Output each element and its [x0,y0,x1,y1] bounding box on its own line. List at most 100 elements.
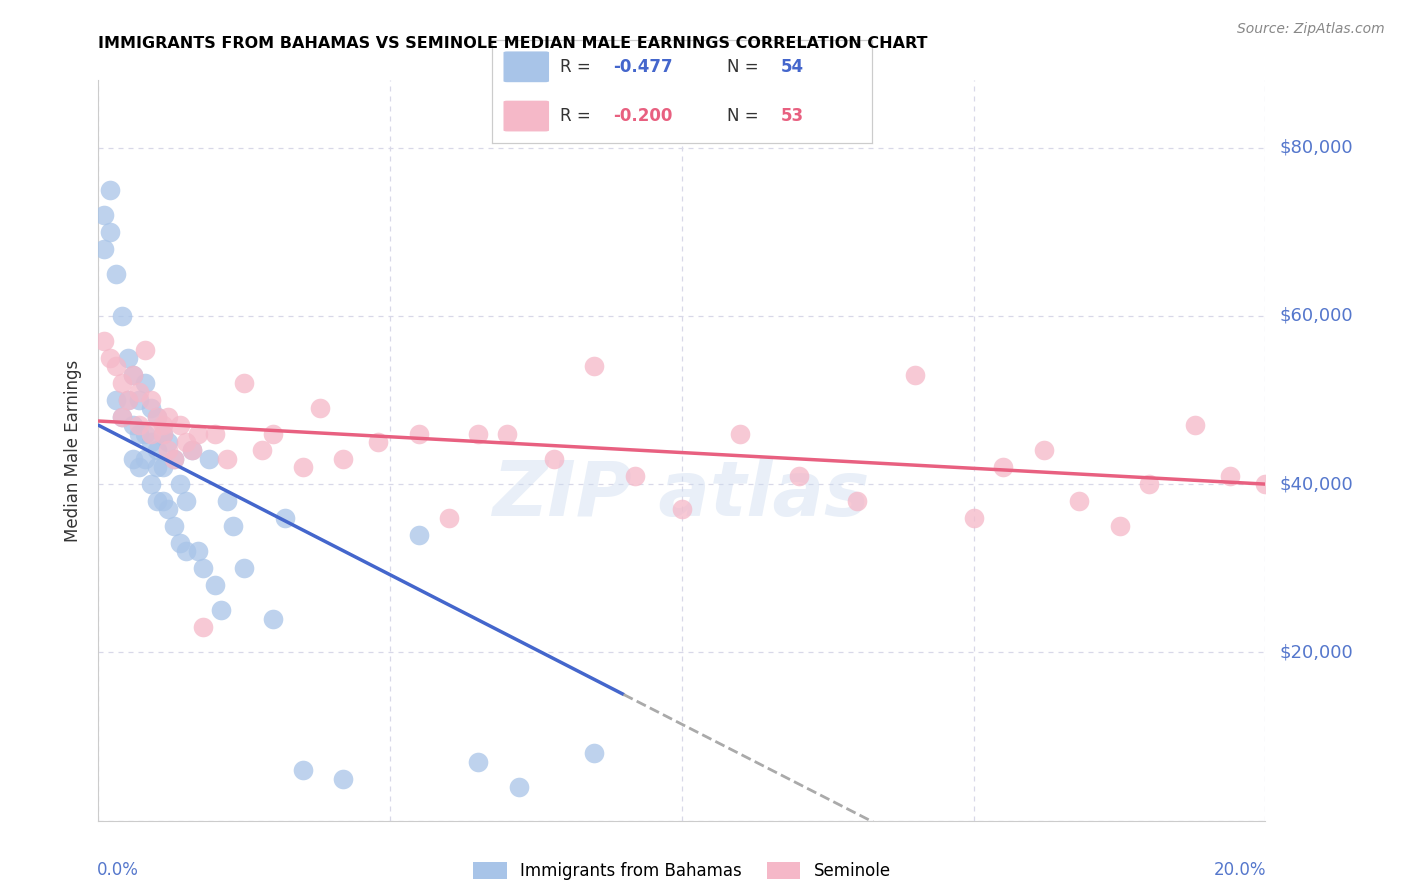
Point [104,267,127,281]
Point [122,368,145,382]
Point [111,376,134,391]
Point [117,392,139,407]
Text: -0.200: -0.200 [613,107,673,125]
Point [204,578,226,592]
Point [671,502,693,516]
Point [467,755,489,769]
Point [495,426,517,441]
Point [291,763,314,777]
Point [163,451,186,466]
Point [1184,418,1206,433]
Point [332,772,354,786]
Point [193,561,215,575]
Point [209,603,232,617]
Point [174,544,197,558]
Text: N =: N = [727,107,765,125]
Text: ZIP atlas: ZIP atlas [494,458,870,532]
Point [508,780,530,794]
Point [845,494,868,508]
Point [111,309,134,323]
Point [367,435,389,450]
Point [215,494,238,508]
Point [163,519,186,533]
Point [139,435,162,450]
Text: 53: 53 [780,107,804,125]
Point [93,242,115,256]
Point [215,451,238,466]
Point [1108,519,1130,533]
Point [134,426,156,441]
Point [187,544,209,558]
Point [991,460,1014,475]
Point [1032,443,1054,458]
Point [962,510,984,524]
Point [128,418,150,433]
Point [117,392,139,407]
Point [128,384,150,399]
Point [152,426,174,441]
Point [728,426,751,441]
Point [146,409,169,424]
Text: $80,000: $80,000 [1279,138,1353,157]
Point [157,502,180,516]
Point [193,620,215,634]
Point [198,451,221,466]
Point [98,351,121,365]
Point [233,561,256,575]
Point [174,494,197,508]
Point [163,451,186,466]
Point [262,612,284,626]
Point [408,527,430,541]
Point [1067,494,1090,508]
Point [408,426,430,441]
Point [180,443,202,458]
Point [583,747,606,761]
Point [134,451,156,466]
Point [122,451,145,466]
Point [787,468,810,483]
Text: IMMIGRANTS FROM BAHAMAS VS SEMINOLE MEDIAN MALE EARNINGS CORRELATION CHART: IMMIGRANTS FROM BAHAMAS VS SEMINOLE MEDI… [98,36,928,51]
Point [152,426,174,441]
Point [274,510,297,524]
Text: Source: ZipAtlas.com: Source: ZipAtlas.com [1237,22,1385,37]
Text: 54: 54 [780,58,804,76]
Point [1219,468,1241,483]
Point [169,536,191,550]
Point [139,401,162,416]
Point [543,451,565,466]
Point [146,494,169,508]
Text: -0.477: -0.477 [613,58,673,76]
Point [250,443,273,458]
Point [122,418,145,433]
Point [111,409,134,424]
Text: R =: R = [561,107,596,125]
Point [139,392,162,407]
Point [262,426,284,441]
Point [291,460,314,475]
Point [187,426,209,441]
Point [309,401,332,416]
Point [157,443,180,458]
Text: $40,000: $40,000 [1279,475,1353,493]
Point [904,368,927,382]
Point [134,343,156,357]
Text: N =: N = [727,58,765,76]
Point [174,435,197,450]
Text: R =: R = [561,58,596,76]
Point [152,418,174,433]
Point [104,359,127,374]
Point [128,460,150,475]
Point [93,334,115,348]
Point [1254,477,1277,491]
Point [139,477,162,491]
FancyBboxPatch shape [503,101,548,131]
Point [467,426,489,441]
Point [169,418,191,433]
Point [169,477,191,491]
Point [98,225,121,239]
Y-axis label: Median Male Earnings: Median Male Earnings [65,359,83,541]
Point [146,460,169,475]
Point [332,451,354,466]
Point [146,409,169,424]
Point [134,376,156,391]
